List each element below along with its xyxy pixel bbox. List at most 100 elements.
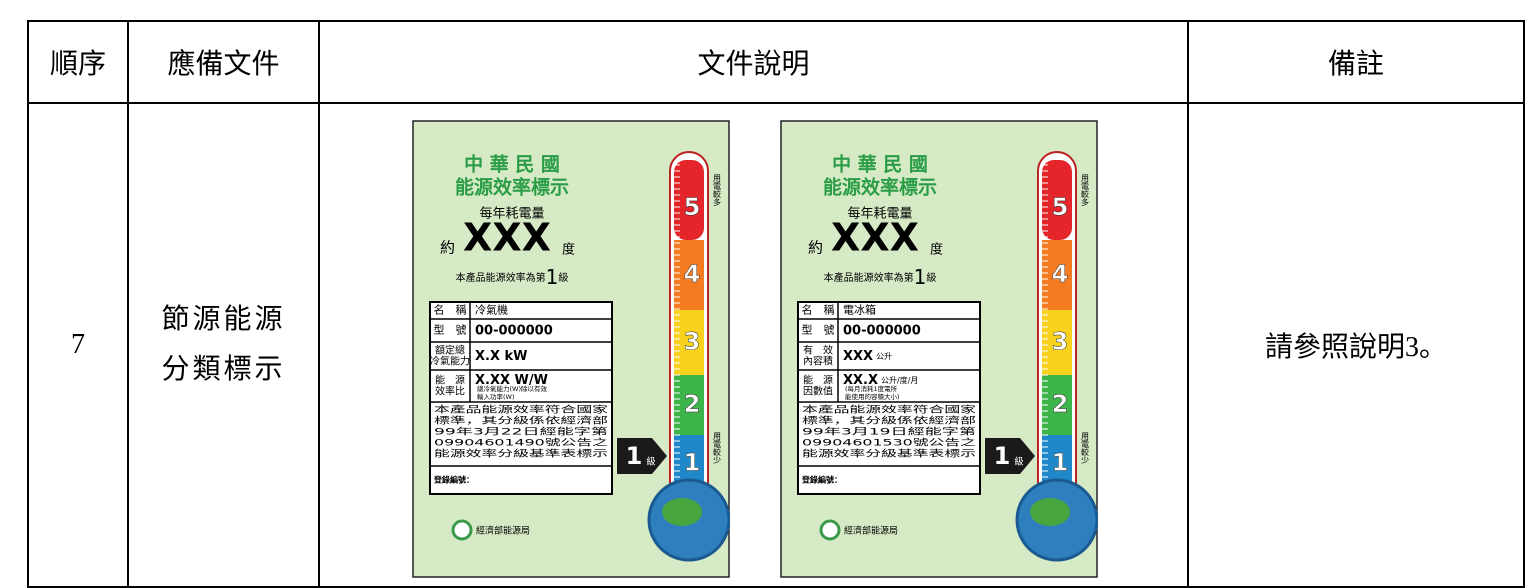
badge	[985, 438, 1035, 474]
field-name: 有 效	[803, 344, 833, 357]
badge	[617, 438, 667, 474]
amount: XXX	[831, 216, 919, 260]
description: 中 華 民 國能源效率標示 每年耗電量約 XXX 度本產品能源效率為第1級名 稱冷氣機…	[318, 102, 1189, 588]
agency: 經濟部能源局	[844, 525, 898, 537]
registration: 登錄編號：	[801, 475, 842, 485]
badge-unit: 級	[646, 456, 655, 468]
field-name: 名 稱	[434, 303, 467, 317]
approx: 約	[440, 239, 455, 257]
scale-num: 1	[684, 449, 701, 477]
agency-logo	[819, 519, 841, 541]
statement-line: 本產品能源效率符合國家	[802, 404, 976, 416]
heading: 每年耗電量	[847, 206, 912, 222]
grade-line: 本產品能源效率為第1級	[456, 265, 569, 289]
field-value: 00-000000	[843, 323, 921, 338]
badge-grade: 1	[994, 442, 1011, 470]
header-row: 順序 應備文件 文件說明 備註	[27, 20, 1525, 104]
doc-line: 分類標示	[161, 354, 286, 385]
field-name: 名 稱	[802, 303, 835, 317]
field-name: 效率比	[435, 385, 465, 398]
scale-num: 2	[684, 390, 701, 418]
more: 用電較多	[1081, 174, 1090, 207]
field-note: 輸入功率(W)	[477, 392, 515, 401]
statement-line: 能源效率分級基準表標示	[802, 448, 976, 460]
scale-num: 5	[684, 193, 701, 221]
field-value: X.XX W/W	[475, 373, 548, 388]
heading: 每年耗電量	[479, 206, 544, 222]
field-value: XX.X 公升/度/月	[843, 373, 918, 388]
statement-line: 09904601530號公告之	[802, 437, 976, 449]
field-name: 能 源	[435, 374, 465, 387]
info-box	[797, 301, 981, 495]
label-title: 能源效率標示	[455, 176, 569, 199]
field-note: (每月消耗1度電所	[845, 384, 898, 393]
field-name: 冷氣能力	[430, 355, 470, 368]
scale-num: 4	[1052, 260, 1069, 288]
label-title: 中 華 民 國	[464, 153, 560, 176]
number: 7	[27, 102, 129, 588]
body-row: 7 節源能源 分類標示 中 華 民 國能源效率標示 每年耗電量約 XXX 度本產品能源效…	[27, 102, 1525, 588]
label-title: 能源效率標示	[823, 176, 937, 199]
statement-line: 09904601490號公告之	[434, 437, 608, 449]
registration: 登錄編號：	[433, 475, 474, 485]
scale-seg	[674, 160, 704, 240]
field-name: 內容積	[803, 355, 833, 368]
grade-before: 本產品能源效率為第	[824, 271, 914, 284]
field-name: 額定總	[435, 344, 465, 357]
field-note: 總冷氣能力(W)除以有效	[477, 384, 547, 393]
energy-label: 中 華 民 國能源效率標示每年耗電量約 XXX 度本產品能源效率為第1級名 稱冷氣機…	[412, 120, 730, 578]
doc-table: 順序 應備文件 文件說明 備註 7 節源能源 分類標示 中 華 民 國能源效率標示…	[27, 20, 1525, 588]
header: 備註	[1187, 20, 1525, 104]
energy-label: 中 華 民 國能源效率標示每年耗電量約 XXX 度本產品能源效率為第1級名 稱電冰箱…	[780, 120, 1098, 578]
value: 電冰箱	[843, 303, 876, 317]
labels: 中 華 民 國能源效率標示 每年耗電量約 XXX 度本產品能源效率為第1級名 稱冷氣機…	[320, 104, 1187, 586]
field-value: X.X kW	[475, 349, 528, 364]
approx: 約	[808, 239, 823, 257]
header: 文件說明	[318, 20, 1189, 104]
scale-num: 2	[1052, 390, 1069, 418]
scale-seg	[1042, 160, 1072, 240]
scale-num: 5	[1052, 193, 1069, 221]
amount: XXX	[463, 216, 551, 260]
remark: 請參照說明3。	[1187, 102, 1525, 588]
field-note: 能使用的容積大小)	[845, 392, 900, 401]
unit: 度	[930, 242, 943, 258]
value: X.X kW	[475, 349, 528, 364]
value: XXX	[843, 349, 873, 364]
doc-line: 節源能源	[161, 304, 286, 335]
statement-line: 本產品能源效率符合國家	[434, 404, 608, 416]
scale-seg	[674, 240, 704, 310]
grade: 1	[914, 265, 927, 289]
field-value: 00-000000	[475, 323, 553, 338]
header: 順序	[27, 20, 129, 104]
scale-num: 3	[684, 328, 701, 356]
value: 冷氣機	[475, 303, 508, 317]
scale-num: 3	[1052, 328, 1069, 356]
header: 應備文件	[127, 20, 320, 104]
grade-line: 本產品能源效率為第1級	[824, 265, 937, 289]
field-name: 能 源	[803, 374, 833, 387]
field-name: 因數值	[803, 385, 833, 398]
grade-after: 級	[926, 271, 936, 284]
value-unit: 公升/度/月	[881, 375, 918, 385]
statement-line: 99年3月19日經能字第	[802, 426, 976, 438]
less: 用電較少	[1081, 432, 1090, 464]
field-value: 冷氣機	[475, 303, 508, 317]
grade-before: 本產品能源效率為第	[456, 271, 546, 284]
field-value: 電冰箱	[843, 303, 876, 317]
globe-land	[662, 498, 702, 526]
grade-after: 級	[558, 271, 568, 284]
scale-seg	[1042, 240, 1072, 310]
badge-unit: 級	[1014, 456, 1023, 468]
statement-line: 99年3月22日經能字第	[434, 426, 608, 438]
badge-grade: 1	[626, 442, 643, 470]
field-value: XXX 公升	[843, 349, 892, 364]
agency: 經濟部能源局	[476, 525, 530, 537]
less: 用電較少	[713, 432, 722, 464]
field-name: 型 號	[802, 323, 835, 337]
label-title: 中 華 民 國	[832, 153, 928, 176]
document: 節源能源 分類標示	[127, 102, 320, 588]
value: 00-000000	[843, 323, 921, 338]
agency-logo	[451, 519, 473, 541]
